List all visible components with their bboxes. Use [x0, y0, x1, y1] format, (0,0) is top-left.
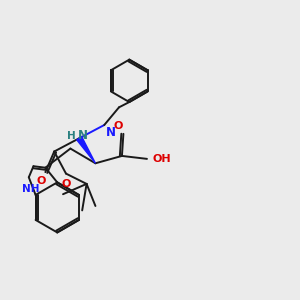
Text: H: H	[67, 131, 75, 141]
Text: N: N	[78, 129, 88, 142]
Polygon shape	[77, 137, 95, 163]
Text: OH: OH	[153, 154, 172, 164]
Text: N: N	[106, 127, 116, 140]
Text: O: O	[36, 176, 46, 186]
Text: O: O	[113, 121, 123, 131]
Text: O: O	[61, 179, 71, 190]
Text: NH: NH	[22, 184, 39, 194]
